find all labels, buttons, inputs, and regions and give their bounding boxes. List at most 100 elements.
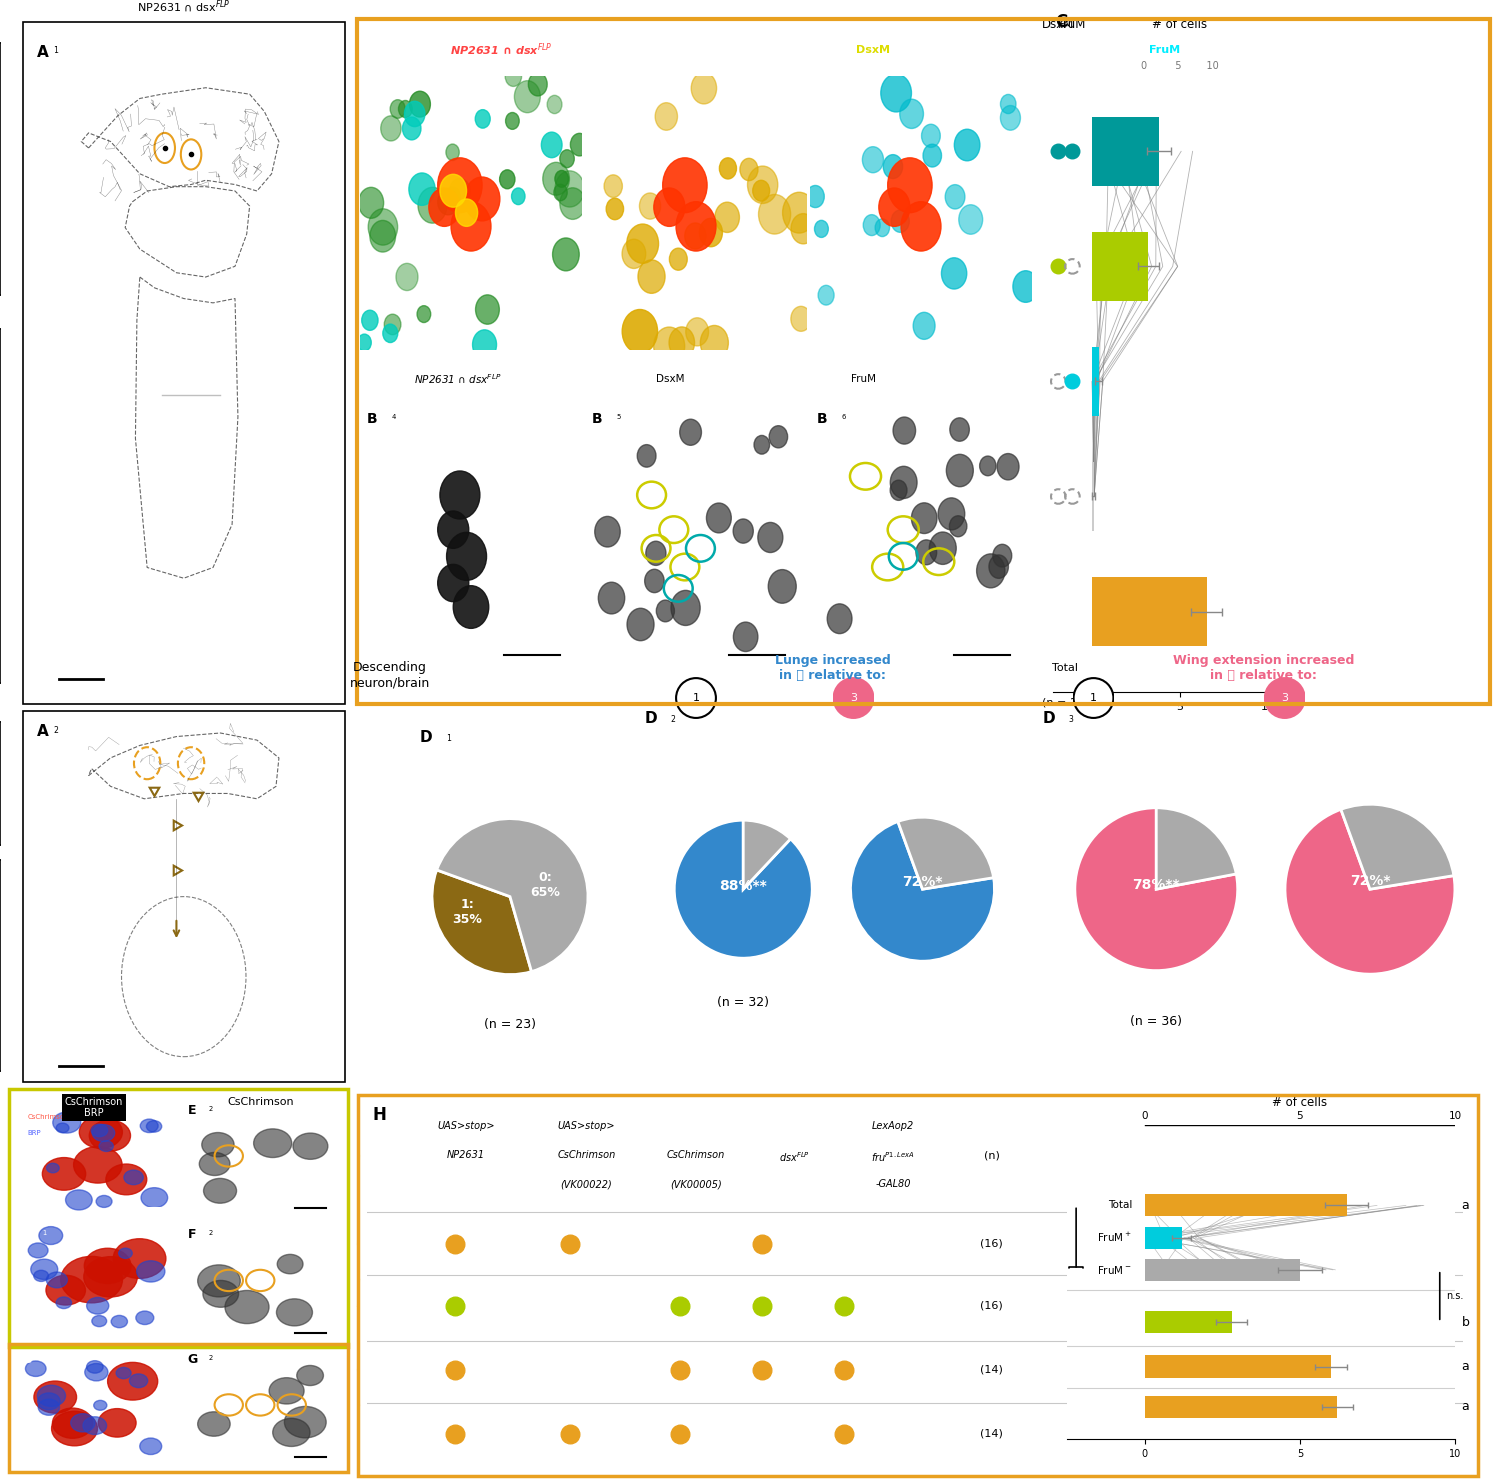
Circle shape [543, 163, 570, 196]
Circle shape [945, 185, 964, 209]
Circle shape [402, 117, 422, 139]
Circle shape [440, 471, 480, 519]
Circle shape [528, 73, 548, 96]
Text: Wing extension increased
in Ⓐ relative to:: Wing extension increased in Ⓐ relative t… [1173, 654, 1354, 682]
Wedge shape [1341, 805, 1454, 889]
Text: 72%*: 72%* [902, 874, 942, 889]
Point [833, 1294, 856, 1317]
Circle shape [622, 310, 657, 353]
Circle shape [902, 202, 940, 250]
Circle shape [734, 622, 758, 652]
Circle shape [606, 199, 624, 219]
Circle shape [136, 1261, 165, 1282]
Point [442, 1423, 466, 1446]
Text: A: A [38, 725, 50, 740]
Circle shape [627, 608, 654, 640]
Circle shape [1000, 95, 1016, 114]
Text: F: F [188, 1229, 196, 1242]
Text: $_2$: $_2$ [670, 714, 676, 726]
Text: 1: 1 [693, 694, 699, 702]
Circle shape [815, 221, 828, 237]
Circle shape [476, 295, 500, 325]
Circle shape [90, 1120, 130, 1152]
Text: (n = 23): (n = 23) [484, 1018, 536, 1030]
Circle shape [950, 516, 968, 536]
Point [1060, 139, 1084, 163]
Circle shape [676, 679, 716, 717]
Circle shape [357, 333, 372, 351]
Text: (16): (16) [981, 1239, 1004, 1248]
Circle shape [930, 532, 956, 565]
Circle shape [916, 539, 936, 565]
Text: NP2631 ∩ dsx$^{FLP}$: NP2631 ∩ dsx$^{FLP}$ [136, 0, 231, 15]
Point [558, 1423, 582, 1446]
Text: $_1$: $_1$ [42, 1353, 48, 1363]
Circle shape [884, 154, 903, 178]
Text: 88%**: 88%** [720, 879, 766, 892]
Text: fru$^{P1.LexA}$: fru$^{P1.LexA}$ [871, 1150, 915, 1163]
Text: (n = 32): (n = 32) [717, 996, 770, 1009]
Circle shape [740, 159, 758, 181]
Circle shape [912, 502, 938, 534]
Circle shape [278, 1254, 303, 1275]
Circle shape [84, 1248, 130, 1283]
Circle shape [514, 80, 540, 113]
Circle shape [382, 325, 398, 342]
Text: UAS>stop>: UAS>stop> [558, 1120, 615, 1131]
Circle shape [512, 188, 525, 205]
Circle shape [622, 239, 646, 268]
Circle shape [914, 313, 934, 339]
Bar [1092, 117, 1160, 185]
Text: 10: 10 [1449, 1112, 1462, 1120]
Circle shape [39, 1227, 63, 1245]
Circle shape [438, 565, 470, 602]
Point [1060, 255, 1084, 279]
Circle shape [446, 144, 459, 160]
Text: (16): (16) [981, 1301, 1004, 1310]
Circle shape [472, 330, 496, 360]
Text: $_1$: $_1$ [446, 734, 452, 745]
Circle shape [596, 516, 619, 547]
Circle shape [891, 210, 909, 233]
Circle shape [140, 1119, 158, 1132]
Circle shape [358, 187, 384, 218]
Circle shape [292, 1134, 328, 1159]
Circle shape [552, 239, 579, 271]
Text: CsChrimson: CsChrimson [27, 1114, 69, 1120]
Text: 0: 0 [1142, 1112, 1148, 1120]
Circle shape [450, 178, 470, 205]
Text: B: B [366, 86, 378, 101]
Text: n.s.: n.s. [1446, 1291, 1464, 1301]
Circle shape [938, 498, 964, 531]
Circle shape [34, 1270, 48, 1282]
Bar [1144, 1227, 1182, 1249]
Point [558, 1232, 582, 1255]
Circle shape [34, 1381, 76, 1414]
Circle shape [80, 1116, 123, 1149]
Text: (VK00022): (VK00022) [561, 1180, 612, 1190]
Circle shape [46, 1163, 58, 1172]
Text: $_2$: $_2$ [209, 1229, 214, 1239]
Text: dsx$^{FLP}$: dsx$^{FLP}$ [778, 1150, 810, 1163]
Text: 0:
65%: 0: 65% [530, 871, 560, 900]
Circle shape [419, 187, 447, 224]
Circle shape [106, 1163, 147, 1194]
Circle shape [66, 1190, 92, 1209]
Point [1060, 369, 1084, 393]
Circle shape [891, 467, 916, 498]
Circle shape [51, 1411, 98, 1446]
Text: (n = 14): (n = 14) [1042, 698, 1089, 708]
Text: B: B [816, 412, 828, 427]
Circle shape [783, 193, 816, 233]
Circle shape [506, 67, 522, 86]
Circle shape [405, 101, 424, 126]
Circle shape [108, 1362, 158, 1400]
Text: 1:
35%: 1: 35% [452, 898, 482, 926]
Text: FruM$^-$: FruM$^-$ [1098, 1264, 1132, 1276]
Circle shape [87, 1297, 109, 1315]
Text: $_5$: $_5$ [616, 412, 622, 422]
Point [442, 1294, 466, 1317]
Circle shape [980, 456, 996, 476]
Circle shape [646, 541, 666, 566]
Circle shape [686, 317, 708, 345]
